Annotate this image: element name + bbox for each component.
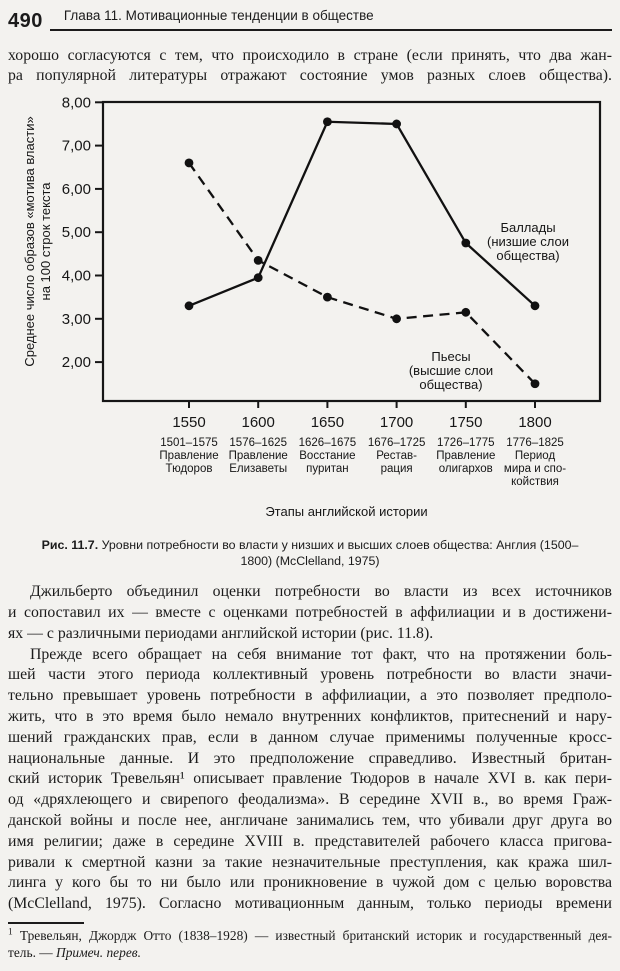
figure-caption: Рис. 11.7. Уровни потребности во власти … bbox=[8, 538, 612, 569]
data-point bbox=[392, 314, 401, 324]
page-number: 490 bbox=[8, 9, 43, 32]
footnote-line-2: тель. — Примеч. перев. bbox=[8, 945, 612, 962]
y-tick-label: 4,00 bbox=[62, 268, 91, 285]
footnote-note-italic: Примеч. перев. bbox=[56, 944, 141, 960]
y-tick-label: 5,00 bbox=[62, 224, 91, 241]
data-point bbox=[323, 117, 332, 127]
series-line-plays bbox=[188, 162, 536, 385]
y-axis-title: Среднее число образов «мотива власти» bbox=[22, 116, 37, 366]
x-period-label: койствия bbox=[511, 476, 559, 488]
text-line: данской войны и после нее, англичане зан… bbox=[8, 812, 612, 830]
text-line: ра популярной литературы отражают состоя… bbox=[8, 67, 612, 85]
y-tick-label: 7,00 bbox=[62, 138, 91, 155]
text-line: ривали к смертной казни за такие незначи… bbox=[8, 853, 612, 871]
text-line: шей части этого периода коллективный уро… bbox=[8, 666, 612, 684]
x-period-label: Правление bbox=[229, 450, 288, 462]
data-point bbox=[530, 379, 540, 389]
footnote-text-2: тель. — bbox=[8, 944, 57, 960]
x-period-label: 1576–1625 bbox=[229, 437, 287, 449]
x-period-label: 1501–1575 bbox=[160, 437, 218, 449]
text-line: Джильберто объединил оценки потребности … bbox=[30, 583, 612, 601]
x-tick-label: 1800 bbox=[518, 414, 551, 431]
data-point bbox=[461, 307, 471, 317]
x-period-label: Рестав- bbox=[376, 450, 417, 462]
text-line: од «дряхлеющего и свирепого феодализма».… bbox=[8, 791, 612, 809]
data-point bbox=[253, 256, 263, 265]
data-point bbox=[392, 119, 401, 129]
chart-plot-border bbox=[101, 100, 602, 403]
x-tick-label: 1750 bbox=[449, 414, 482, 431]
data-point bbox=[184, 158, 194, 168]
footnote-area: 1 Тревельян, Джордж Отто (1838–1928) — и… bbox=[8, 922, 612, 961]
chapter-header-rule: Глава 11. Мотивационные тенденции в обще… bbox=[49, 8, 612, 31]
figure-11-7: 8,00 7,00 6,00 5,00 4,00 3,00 2,00 Среднее числ… bbox=[8, 92, 612, 569]
figure-caption-line2: 1800) (McClelland, 1975) bbox=[240, 553, 380, 568]
series-legend-label: Баллады bbox=[500, 220, 555, 235]
x-period-label: рация bbox=[381, 463, 413, 475]
x-period-label: пуритан bbox=[306, 463, 349, 475]
x-period-label: 1776–1825 bbox=[506, 437, 564, 449]
y-axis-title: на 100 строк текста bbox=[38, 182, 53, 301]
x-tick-label: 1700 bbox=[380, 414, 413, 431]
x-period-label: Тюдоров bbox=[166, 463, 213, 475]
intro-paragraph: хорошо согласуются с тем, что происходил… bbox=[8, 46, 612, 88]
x-period-label: мира и спо- bbox=[504, 463, 566, 475]
series-legend-label: Пьесы bbox=[431, 349, 470, 364]
series-legend-label: (низшие слои bbox=[487, 234, 569, 249]
text-line: шений гражданских прав, если в данном сл… bbox=[8, 728, 612, 746]
x-tick-label: 1550 bbox=[172, 414, 205, 431]
data-point bbox=[461, 238, 471, 248]
x-tick-label: 1600 bbox=[242, 414, 275, 431]
text-line: жить, что в это время было немало внутре… bbox=[8, 708, 612, 726]
x-period-label: Период bbox=[515, 450, 556, 462]
text-line: ях — с различными периодами английской и… bbox=[8, 624, 434, 642]
footnote-marker: 1 bbox=[8, 927, 13, 938]
text-line: тельно превышает уровень потребности в а… bbox=[8, 687, 612, 705]
series-legend-label: (высшие слои bbox=[409, 363, 493, 378]
text-line: и сопоставил их — вместе с оценками потр… bbox=[8, 604, 612, 622]
page-header: 490 Глава 11. Мотивационные тенденции в … bbox=[8, 9, 612, 31]
series-legend-label: общества) bbox=[496, 248, 559, 263]
data-point bbox=[323, 292, 332, 302]
y-tick-label: 8,00 bbox=[62, 94, 91, 111]
footnote-line-1: 1 Тревельян, Джордж Отто (1838–1928) — и… bbox=[8, 928, 612, 945]
text-line: (McClelland, 1975). Согласно мотивационн… bbox=[8, 895, 612, 913]
text-line: хорошо согласуются с тем, что происходил… bbox=[8, 46, 612, 64]
text-line: Прежде всего обращает на себя внимание т… bbox=[30, 645, 612, 663]
x-period-label: 1726–1775 bbox=[437, 437, 495, 449]
y-tick-label: 2,00 bbox=[62, 354, 91, 371]
text-line: имя религии; даже в середине XVIII в. пр… bbox=[8, 832, 612, 850]
x-period-label: олигархов bbox=[439, 463, 493, 475]
footnote-text-1: Тревельян, Джордж Отто (1838–1928) — изв… bbox=[19, 928, 612, 944]
x-period-label: 1676–1725 bbox=[368, 437, 426, 449]
y-tick-label: 6,00 bbox=[62, 181, 91, 198]
y-tick-label: 3,00 bbox=[62, 311, 91, 328]
x-period-label: Восстание bbox=[299, 450, 355, 462]
data-point bbox=[530, 301, 540, 311]
figure-caption-text: Уровни потребности во власти у низших и … bbox=[98, 538, 579, 553]
text-line: линга у кого бы то ни было или проникнов… bbox=[8, 874, 612, 892]
x-tick-label: 1650 bbox=[311, 414, 344, 431]
x-axis-title: Этапы английской истории bbox=[265, 504, 427, 519]
series-line-ballads bbox=[188, 120, 536, 307]
x-period-label: 1626–1675 bbox=[299, 437, 357, 449]
series-legend-label: общества) bbox=[419, 377, 482, 392]
data-point bbox=[253, 273, 263, 283]
line-chart: 8,00 7,00 6,00 5,00 4,00 3,00 2,00 Среднее числ… bbox=[22, 94, 602, 519]
figure-caption-label: Рис. 11.7. bbox=[41, 538, 99, 553]
text-line: ский историк Тревельян¹ описывает правле… bbox=[8, 770, 612, 788]
footnote-rule bbox=[8, 922, 84, 925]
data-point bbox=[184, 301, 194, 311]
text-line: национальные данные. И это предположение… bbox=[8, 749, 612, 767]
body-text: Джильберто объединил оценки потребности … bbox=[8, 582, 612, 915]
x-period-label: Елизаветы bbox=[229, 463, 287, 475]
chapter-title: Глава 11. Мотивационные тенденции в обще… bbox=[63, 8, 374, 23]
figure-caption-line1: Рис. 11.7. Уровни потребности во власти … bbox=[8, 538, 612, 554]
x-period-label: Правление bbox=[436, 450, 495, 462]
x-period-label: Правление bbox=[159, 450, 218, 462]
